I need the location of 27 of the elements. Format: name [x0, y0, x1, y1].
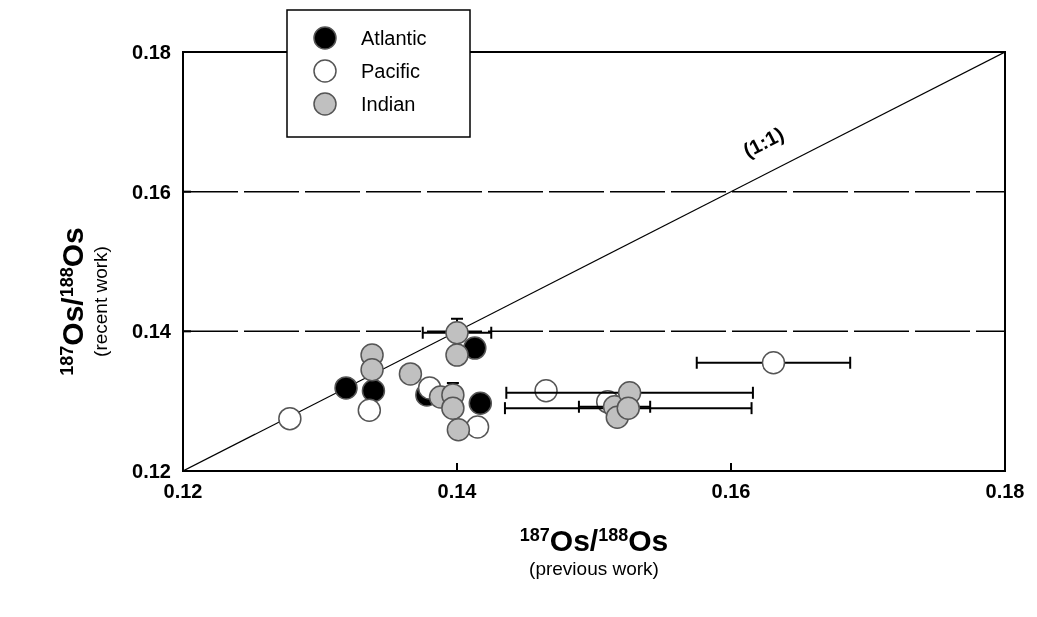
legend-label: Indian [361, 93, 416, 115]
point [278, 406, 302, 431]
point [398, 362, 423, 386]
point [445, 320, 469, 345]
point [334, 376, 358, 400]
point [445, 343, 469, 367]
point [761, 351, 786, 375]
x-tick-label: 0.14 [437, 480, 478, 502]
point [463, 336, 487, 360]
y-tick-label: 0.16 [132, 180, 171, 203]
x-tick-label: 0.12 [163, 480, 203, 502]
y-tick-label: 0.12 [132, 460, 171, 482]
point [616, 396, 640, 420]
point [357, 398, 382, 422]
y-tick-label: 0.14 [132, 320, 172, 343]
point [446, 418, 471, 442]
x-tick-label: 0.16 [711, 480, 751, 502]
point [361, 378, 386, 403]
legend-label: Atlantic [361, 27, 427, 49]
point [360, 357, 384, 382]
y-tick-label: 0.18 [132, 41, 171, 63]
point [441, 396, 465, 420]
point [468, 391, 493, 416]
x-tick-label: 0.18 [985, 480, 1025, 502]
legend-label: Pacific [361, 60, 420, 82]
annotation: (1:1) [739, 122, 788, 162]
x-axis-title: $^{187}$Os/$^{188}$Os (previous work) [519, 524, 669, 579]
